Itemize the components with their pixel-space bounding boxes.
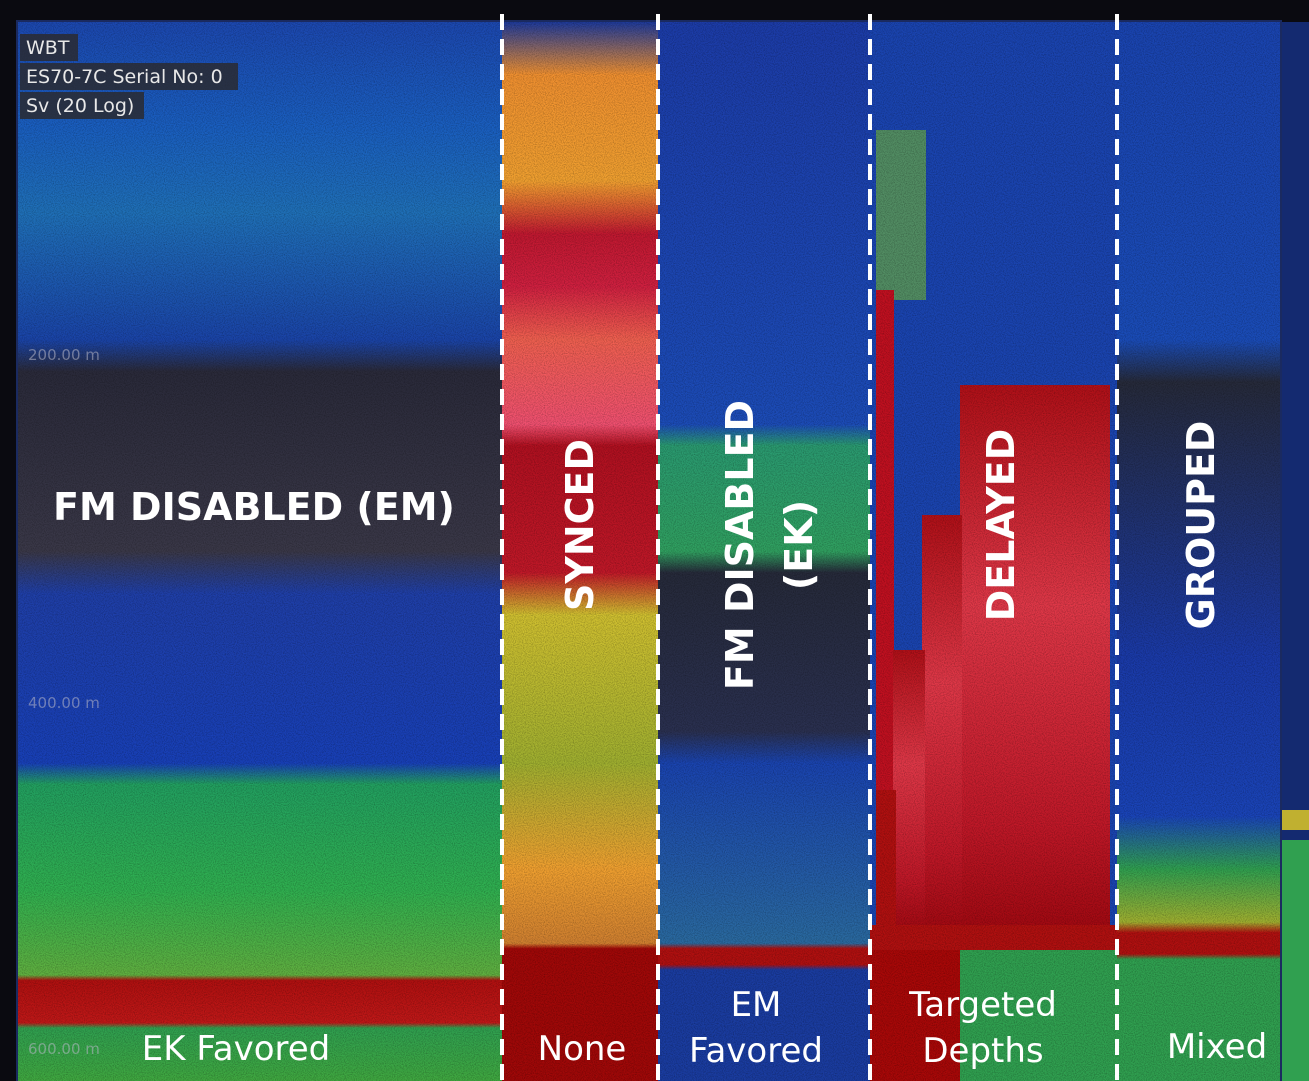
section-title: DELAYED <box>979 429 1023 622</box>
section-title: GROUPED <box>1179 421 1223 630</box>
depth-label: 600.00 m <box>28 1040 100 1058</box>
section-caption: Depths <box>922 1031 1043 1071</box>
depth-label: 400.00 m <box>28 694 100 712</box>
section-caption: Mixed <box>1167 1027 1267 1067</box>
color-strip <box>1282 840 1309 1081</box>
section-title: (EK) <box>777 500 821 590</box>
info-text: WBT <box>26 37 70 59</box>
info-box <box>20 63 238 90</box>
section-caption: Targeted <box>908 985 1057 1025</box>
depth-label: 200.00 m <box>28 346 100 364</box>
noise-texture <box>18 22 1280 1081</box>
info-text: Sv (20 Log) <box>26 95 134 117</box>
section-caption: EM <box>731 985 782 1025</box>
info-box <box>20 34 78 61</box>
section-caption: None <box>538 1029 627 1069</box>
info-box <box>20 92 144 119</box>
section-title: FM DISABLED (EM) <box>53 485 455 529</box>
info-text: ES70-7C Serial No: 0 <box>26 66 223 88</box>
section-title: SYNCED <box>558 439 602 611</box>
section-caption: EK Favored <box>142 1029 331 1069</box>
section-title: FM DISABLED <box>718 400 762 690</box>
section-caption: Favored <box>689 1031 823 1071</box>
color-strip <box>1282 810 1309 830</box>
